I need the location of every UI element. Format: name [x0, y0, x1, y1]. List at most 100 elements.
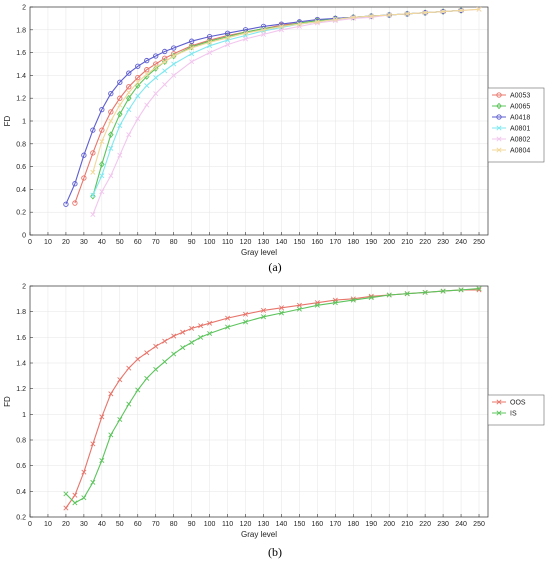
chart1-data-point-a0804	[162, 59, 168, 65]
chart1-data-point-a0804	[207, 39, 213, 45]
chart1-data-point-a0804	[386, 12, 392, 18]
chart2-x-tick-label: 190	[365, 521, 377, 528]
chart2-x-tick-label: 10	[44, 521, 52, 528]
chart2-data-point-is	[153, 366, 159, 372]
chart1-data-point-a0804	[368, 13, 374, 19]
chart1-data-point-a0801	[144, 83, 150, 89]
chart2-y-axis-label: FD	[3, 396, 12, 407]
chart1-x-tick-label: 90	[188, 239, 196, 246]
chart1-data-point-a0418	[242, 27, 249, 33]
chart2-legend-label-is: IS	[510, 411, 517, 418]
chart1-data-point-a0418	[108, 90, 114, 97]
chart1-data-point-a0802	[296, 23, 302, 29]
chart1-data-point-a0053	[81, 175, 87, 181]
chart1-data-point-a0804	[296, 21, 302, 27]
chart2-data-point-oos	[108, 391, 114, 397]
chart1-data-point-a0802	[126, 132, 132, 138]
chart2-data-point-is	[278, 310, 284, 316]
chart1-x-tick-label: 230	[437, 239, 449, 246]
chart1-data-point-a0053	[117, 95, 123, 101]
chart1-x-tick-label: 190	[365, 239, 377, 246]
chart2-y-tick-label: 1.8	[16, 309, 26, 316]
chart1-data-point-a0801	[90, 192, 96, 198]
chart1-data-point-a0053	[99, 127, 105, 133]
chart1-data-point-a0053	[144, 67, 150, 73]
chart1-legend-marker-a0418	[496, 114, 502, 120]
chart2-y-tick-label: 0.6	[16, 463, 26, 470]
chart1-data-point-a0418	[90, 127, 96, 133]
chart1-data-point-a0804	[90, 169, 96, 175]
chart1-data-point-a0804	[135, 79, 141, 85]
chart2-data-point-is	[458, 287, 464, 293]
chart2-data-point-is	[162, 359, 168, 365]
chart2-data-point-oos	[126, 365, 132, 371]
chart2-data-point-is	[72, 500, 78, 506]
chart1-data-point-a0418	[126, 70, 132, 76]
chart1-data-point-a0801	[135, 93, 141, 99]
chart1-x-axis-label: Gray level	[241, 248, 277, 257]
chart2-x-tick-label: 250	[473, 521, 485, 528]
chart1-x-tick-label: 170	[329, 239, 341, 246]
chart2-data-point-oos	[260, 307, 267, 313]
chart2-y-tick-label: 0.2	[16, 515, 26, 522]
chart1-data-point-a0418	[171, 45, 177, 51]
chart2-x-tick-label: 60	[134, 521, 142, 528]
chart1-data-point-a0801	[153, 75, 159, 81]
chart2-data-point-is	[108, 432, 114, 438]
chart2-series-line-is	[65, 288, 480, 504]
chart1-data-point-a0418	[99, 106, 105, 113]
chart1-data-point-a0802	[153, 91, 159, 97]
chart2-data-point-oos	[180, 329, 186, 335]
chart2-x-tick-label: 180	[347, 521, 359, 528]
chart2-data-point-oos	[162, 338, 168, 344]
chart2-data-point-is	[81, 495, 87, 501]
chart1-data-point-a0065	[125, 94, 132, 102]
chart1-data-point-a0418	[63, 201, 69, 207]
chart2-y-tick-label: 0.4	[16, 489, 26, 496]
chart2-x-tick-label: 110	[222, 521, 233, 528]
chart1-x-tick-label: 0	[28, 239, 32, 246]
chart1-data-point-a0053	[135, 75, 141, 81]
chart1-data-point-a0065	[99, 161, 105, 168]
chart2-legend-marker-oos	[496, 399, 502, 405]
chart1-data-point-a0804	[126, 89, 132, 96]
chart2-data-point-oos	[144, 350, 150, 356]
chart1-y-tick-label: 1.4	[16, 73, 26, 80]
chart1-legend-marker-a0801	[496, 125, 502, 131]
chart2-data-point-is	[90, 479, 96, 485]
chart1-x-tick-label: 180	[347, 239, 359, 246]
chart2-x-tick-label: 210	[401, 521, 413, 528]
chart2-data-point-is	[386, 292, 392, 298]
chart2-data-point-is	[99, 458, 105, 464]
chart1-data-point-a0801	[126, 107, 132, 113]
chart2-data-point-is	[63, 491, 69, 497]
chart1-data-point-a0804	[144, 71, 150, 77]
chart2-data-point-is	[368, 295, 374, 301]
chart2-data-point-is	[117, 416, 123, 422]
chart1-data-point-a0804	[350, 14, 356, 20]
chart1-data-point-a0802	[135, 116, 141, 122]
chart1-data-point-a0801	[189, 51, 195, 57]
chart1-data-point-a0418	[153, 53, 159, 59]
chart1-data-point-a0418	[81, 152, 87, 158]
chart1-legend-label-a0065: A0065	[510, 104, 530, 111]
chart1-y-tick-label: 1.2	[16, 96, 26, 103]
chart2-x-tick-label: 120	[240, 521, 252, 528]
chart1-x-tick-label: 40	[98, 239, 106, 246]
chart1-data-point-a0802	[162, 82, 168, 88]
chart2-x-tick-label: 100	[204, 521, 216, 528]
chart1-data-point-a0418	[206, 33, 213, 40]
chart2-data-point-is	[126, 401, 132, 407]
chart2-data-point-is	[135, 387, 141, 393]
chart1-x-tick-label: 210	[401, 239, 413, 246]
chart1-data-point-a0418	[162, 48, 168, 55]
chart2-x-tick-label: 130	[258, 521, 270, 528]
chart1-data-point-a0804	[314, 19, 320, 25]
chart1-y-tick-label: 1	[22, 119, 26, 126]
chart1-y-tick-label: 0.6	[16, 164, 26, 171]
chart2-data-point-is	[404, 291, 410, 297]
chart2-x-tick-label: 0	[28, 521, 32, 528]
chart1-data-point-a0804	[189, 45, 195, 51]
chart2-data-point-oos	[278, 305, 284, 311]
